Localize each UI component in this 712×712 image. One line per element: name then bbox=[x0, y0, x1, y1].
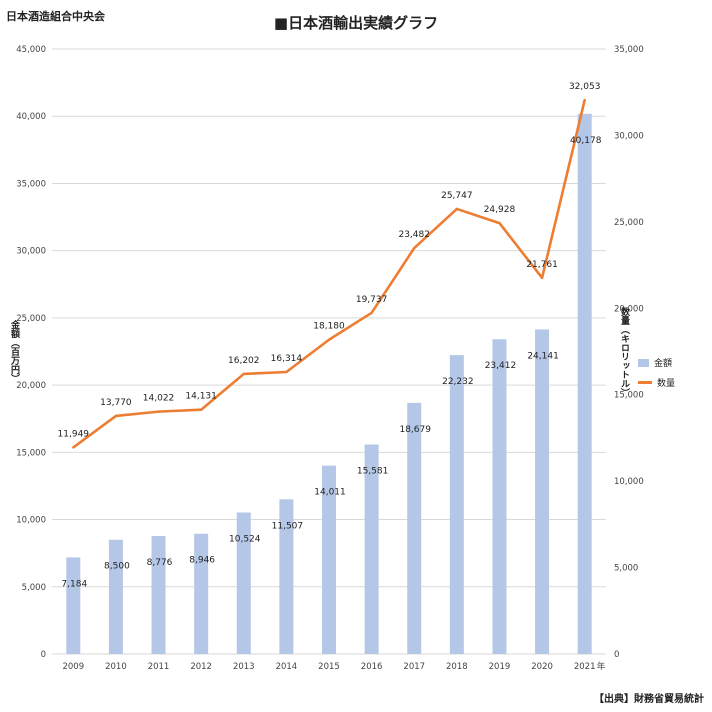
legend-label-amount: 金額 bbox=[654, 359, 673, 369]
y-right-tick-label: 10,000 bbox=[614, 477, 644, 487]
line-point bbox=[242, 372, 245, 376]
y-left-tick-label: 15,000 bbox=[16, 448, 46, 458]
x-tick-label: 2013 bbox=[233, 662, 255, 672]
bar-data-label: 15,581 bbox=[357, 467, 389, 477]
bar bbox=[449, 355, 464, 654]
y-axis-left-label: 金額（百万円） bbox=[9, 320, 19, 383]
y-left-tick-label: 35,000 bbox=[16, 179, 46, 189]
source-note: 【出典】財務省貿易統計 bbox=[594, 694, 704, 705]
bar bbox=[322, 465, 336, 654]
bar-data-label: 7,184 bbox=[61, 579, 87, 589]
bar-data-label: 24,141 bbox=[527, 351, 559, 361]
y-right-tick-label: 20,000 bbox=[614, 304, 644, 314]
y-left-tick-label: 5,000 bbox=[22, 583, 46, 593]
y-right-tick-label: 15,000 bbox=[614, 391, 644, 401]
legend-item-volume: 数量 bbox=[638, 376, 675, 389]
chart-title: ■日本酒輸出実績グラフ bbox=[273, 14, 439, 32]
x-axis-unit: 年 bbox=[597, 661, 606, 672]
legend-swatch-bar bbox=[638, 358, 649, 367]
bar bbox=[492, 339, 507, 654]
y-left-tick-label: 20,000 bbox=[16, 381, 46, 391]
x-tick-label: 2014 bbox=[276, 662, 298, 672]
x-tick-label: 2018 bbox=[446, 662, 468, 672]
x-tick-label: 2019 bbox=[489, 662, 511, 672]
y-axis-right-label: 数量（キロリットル） bbox=[619, 307, 629, 397]
line-point bbox=[498, 221, 501, 225]
legend-item-amount: 金額 bbox=[638, 356, 675, 369]
bar-data-label: 40,178 bbox=[570, 136, 602, 146]
bar bbox=[407, 402, 422, 654]
x-tick-label: 2020 bbox=[531, 662, 553, 672]
line-data-label: 19,737 bbox=[356, 295, 388, 305]
bar bbox=[535, 329, 550, 654]
bar bbox=[108, 539, 123, 654]
line-data-label: 32,053 bbox=[569, 82, 601, 92]
line-point bbox=[157, 410, 160, 413]
y-left-tick-label: 25,000 bbox=[16, 314, 46, 324]
x-tick-label: 2017 bbox=[403, 662, 425, 672]
y-left-tick-label: 0 bbox=[41, 650, 46, 660]
bar-data-label: 8,776 bbox=[147, 558, 173, 568]
line-point bbox=[72, 446, 75, 449]
line-point bbox=[114, 414, 118, 418]
y-right-tick-label: 25,000 bbox=[614, 218, 644, 228]
y-right-tick-label: 5,000 bbox=[614, 564, 638, 574]
line-data-label: 14,022 bbox=[143, 394, 175, 404]
line-data-label: 24,928 bbox=[484, 205, 516, 215]
line-data-label: 18,180 bbox=[313, 322, 345, 332]
legend: 金額 数量 bbox=[638, 356, 675, 396]
bar-data-label: 10,524 bbox=[229, 535, 261, 545]
x-tick-label: 2011 bbox=[148, 662, 170, 672]
bar-data-label: 14,011 bbox=[314, 488, 346, 498]
line-point bbox=[370, 311, 373, 315]
line-data-label: 25,747 bbox=[441, 191, 473, 201]
line-point bbox=[199, 408, 203, 411]
bar bbox=[194, 533, 209, 654]
bar bbox=[66, 557, 81, 654]
line-point bbox=[285, 370, 288, 374]
line-point bbox=[455, 207, 459, 211]
line-point bbox=[413, 246, 416, 250]
x-tick-label: 2009 bbox=[62, 662, 84, 672]
legend-label-volume: 数量 bbox=[657, 379, 676, 389]
x-tick-label: 2010 bbox=[105, 662, 127, 672]
line-data-label: 21,761 bbox=[526, 260, 558, 270]
x-tick-label: 2016 bbox=[361, 662, 383, 672]
bar bbox=[236, 512, 251, 654]
line-data-label: 16,314 bbox=[271, 354, 303, 364]
bar-data-label: 18,679 bbox=[399, 425, 431, 435]
line-data-label: 13,770 bbox=[100, 398, 132, 408]
bar bbox=[577, 113, 592, 655]
y-right-tick-label: 30,000 bbox=[614, 131, 644, 141]
bar-data-label: 8,500 bbox=[104, 562, 130, 572]
y-right-tick-label: 35,000 bbox=[614, 45, 644, 55]
y-left-tick-label: 45,000 bbox=[16, 45, 46, 55]
line-data-label: 23,482 bbox=[398, 230, 430, 240]
line-data-label: 11,949 bbox=[58, 429, 90, 439]
line-point bbox=[327, 338, 331, 341]
x-tick-label: 2012 bbox=[190, 662, 212, 672]
line-data-label: 16,202 bbox=[228, 356, 260, 366]
bar-data-label: 11,507 bbox=[272, 521, 304, 531]
y-left-tick-label: 40,000 bbox=[16, 112, 46, 122]
line-data-label: 14,131 bbox=[185, 392, 217, 402]
y-left-tick-label: 10,000 bbox=[16, 516, 46, 526]
bar bbox=[364, 444, 379, 654]
line-point bbox=[540, 276, 544, 280]
organization-name: 日本酒造組合中央会 bbox=[6, 10, 105, 23]
x-tick-label: 2015 bbox=[318, 662, 340, 672]
x-tick-label: 2021 bbox=[574, 662, 596, 672]
bar-data-label: 22,232 bbox=[442, 377, 474, 387]
bar bbox=[279, 499, 294, 654]
legend-swatch-line bbox=[638, 381, 652, 384]
y-left-tick-label: 30,000 bbox=[16, 247, 46, 257]
bar-data-label: 8,946 bbox=[189, 556, 215, 566]
y-right-tick-label: 0 bbox=[614, 650, 619, 660]
bar-data-label: 23,412 bbox=[485, 361, 517, 371]
line-point bbox=[583, 98, 586, 102]
bar bbox=[151, 536, 166, 654]
